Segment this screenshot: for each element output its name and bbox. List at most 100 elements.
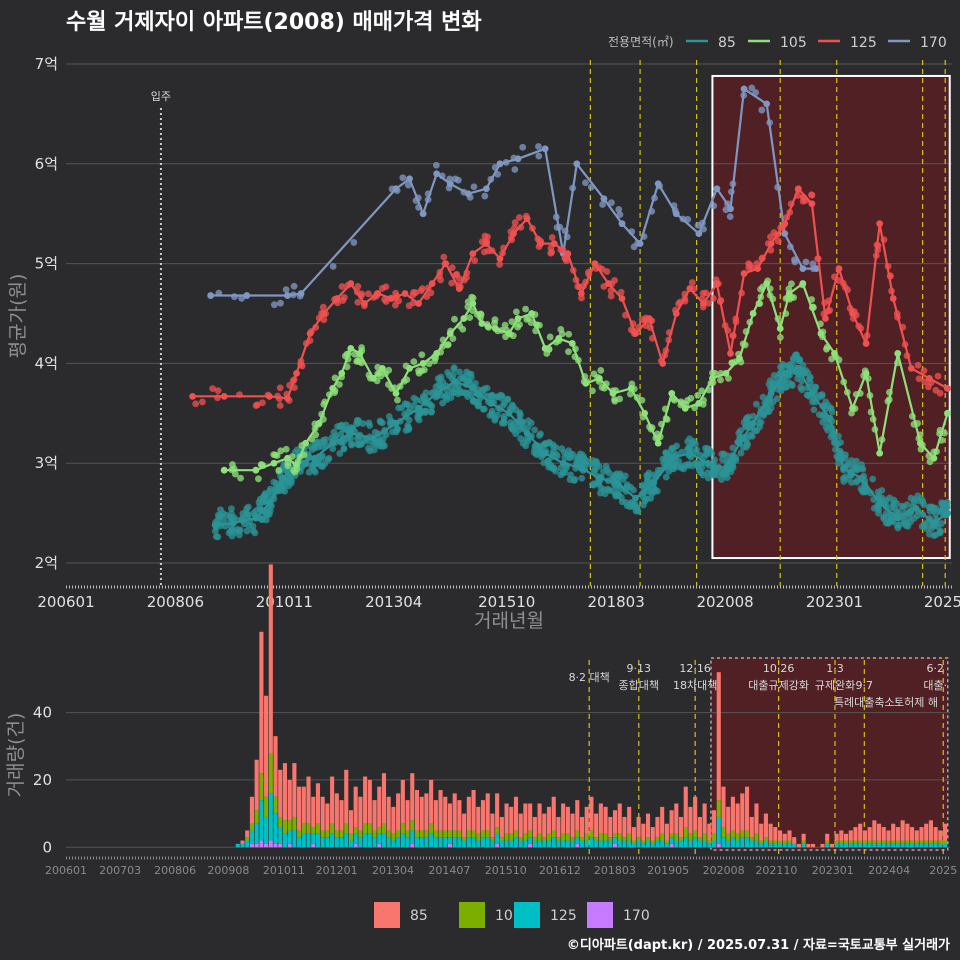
legend-label-125: 125: [850, 35, 877, 51]
scatter-point: [366, 422, 374, 429]
data-point: [614, 479, 621, 487]
bar-85: [598, 803, 603, 834]
scatter-point: [320, 316, 328, 324]
bar-105: [933, 840, 938, 844]
bar-125: [825, 843, 830, 848]
scatter-point: [920, 367, 928, 375]
data-point: [564, 250, 572, 258]
bar-125: [726, 840, 731, 848]
scatter-point: [427, 401, 435, 409]
data-point: [799, 265, 807, 272]
bar-105: [877, 840, 882, 844]
scatter-point: [535, 143, 542, 150]
bar-85: [655, 816, 660, 838]
scatter-point: [329, 262, 337, 270]
scatter-point: [491, 316, 499, 324]
scatter-point: [198, 398, 206, 406]
bar-85: [806, 843, 811, 848]
data-point: [767, 389, 775, 397]
bar-105: [429, 823, 434, 834]
bar-85: [811, 843, 816, 848]
scatter-point: [515, 426, 522, 434]
scatter-point: [493, 411, 501, 419]
event-label: 대출규제강화: [748, 679, 809, 692]
bar-125: [754, 840, 759, 848]
scatter-point: [744, 441, 751, 449]
scatter-point: [547, 249, 555, 257]
bar-85: [396, 793, 401, 831]
bar-125: [678, 840, 684, 848]
bar-105: [702, 833, 707, 841]
bar-105: [641, 840, 646, 844]
data-point: [320, 310, 328, 317]
bar-105: [372, 830, 377, 838]
data-point: [315, 419, 323, 427]
bar-85: [287, 779, 292, 821]
bar-125: [452, 837, 457, 848]
scatter-point: [647, 494, 654, 502]
data-point: [492, 325, 499, 332]
scatter-point: [859, 487, 867, 495]
bar-105: [683, 827, 688, 838]
data-point: [505, 409, 513, 417]
scatter-point: [915, 375, 923, 383]
data-point: [713, 280, 721, 287]
scatter-point: [936, 389, 944, 397]
bar-legend-label-170: 170: [623, 908, 650, 924]
data-point: [736, 355, 743, 362]
scatter-point: [729, 444, 737, 452]
bar-85: [759, 823, 764, 841]
bar-125: [542, 840, 547, 848]
bar-105: [598, 833, 603, 841]
data-point: [695, 399, 703, 407]
scatter-point: [905, 514, 913, 521]
series-line-125: [192, 186, 949, 400]
scatter-point: [552, 444, 560, 451]
scatter-point: [235, 527, 243, 535]
bar-125: [509, 840, 514, 848]
scatter-point: [788, 280, 795, 288]
bar-85: [867, 827, 872, 841]
bar-85: [933, 827, 938, 841]
bar-105: [287, 820, 292, 831]
event-label: 특례대출축소: [834, 696, 895, 709]
scatter-point: [759, 393, 767, 401]
data-point: [229, 519, 237, 527]
scatter-point: [640, 501, 647, 509]
data-point: [482, 185, 490, 193]
bar-85: [716, 672, 721, 801]
scatter-point: [630, 243, 638, 251]
scatter-point: [789, 354, 797, 362]
data-point: [944, 384, 951, 392]
bar-85: [358, 796, 363, 831]
data-point: [659, 360, 667, 367]
bar-85: [636, 816, 641, 838]
bar-125: [433, 837, 438, 848]
scatter-point: [275, 467, 283, 474]
bar-85: [490, 813, 495, 838]
scatter-point: [471, 257, 479, 264]
event-label: 대출·: [923, 679, 947, 692]
bar-85: [386, 796, 391, 831]
scatter-point: [718, 476, 725, 483]
scatter-point: [578, 459, 586, 467]
bar-105: [320, 830, 325, 838]
scatter-point: [466, 314, 474, 322]
bar-125: [839, 843, 844, 848]
scatter-point: [500, 413, 508, 420]
bar-85: [429, 779, 434, 824]
bar-125: [377, 833, 382, 844]
bar-125: [858, 843, 863, 848]
x-tick-label: 201510: [478, 593, 535, 611]
data-point: [668, 389, 676, 397]
bar-125: [254, 823, 259, 844]
scatter-point: [516, 411, 524, 418]
bar-105: [443, 830, 448, 838]
scatter-point: [834, 432, 842, 440]
bar-85: [542, 813, 547, 838]
bar-85: [631, 827, 636, 841]
bar-125: [622, 840, 627, 848]
bar-85: [726, 806, 731, 834]
bar-85: [344, 769, 349, 824]
bar-105: [905, 840, 910, 844]
